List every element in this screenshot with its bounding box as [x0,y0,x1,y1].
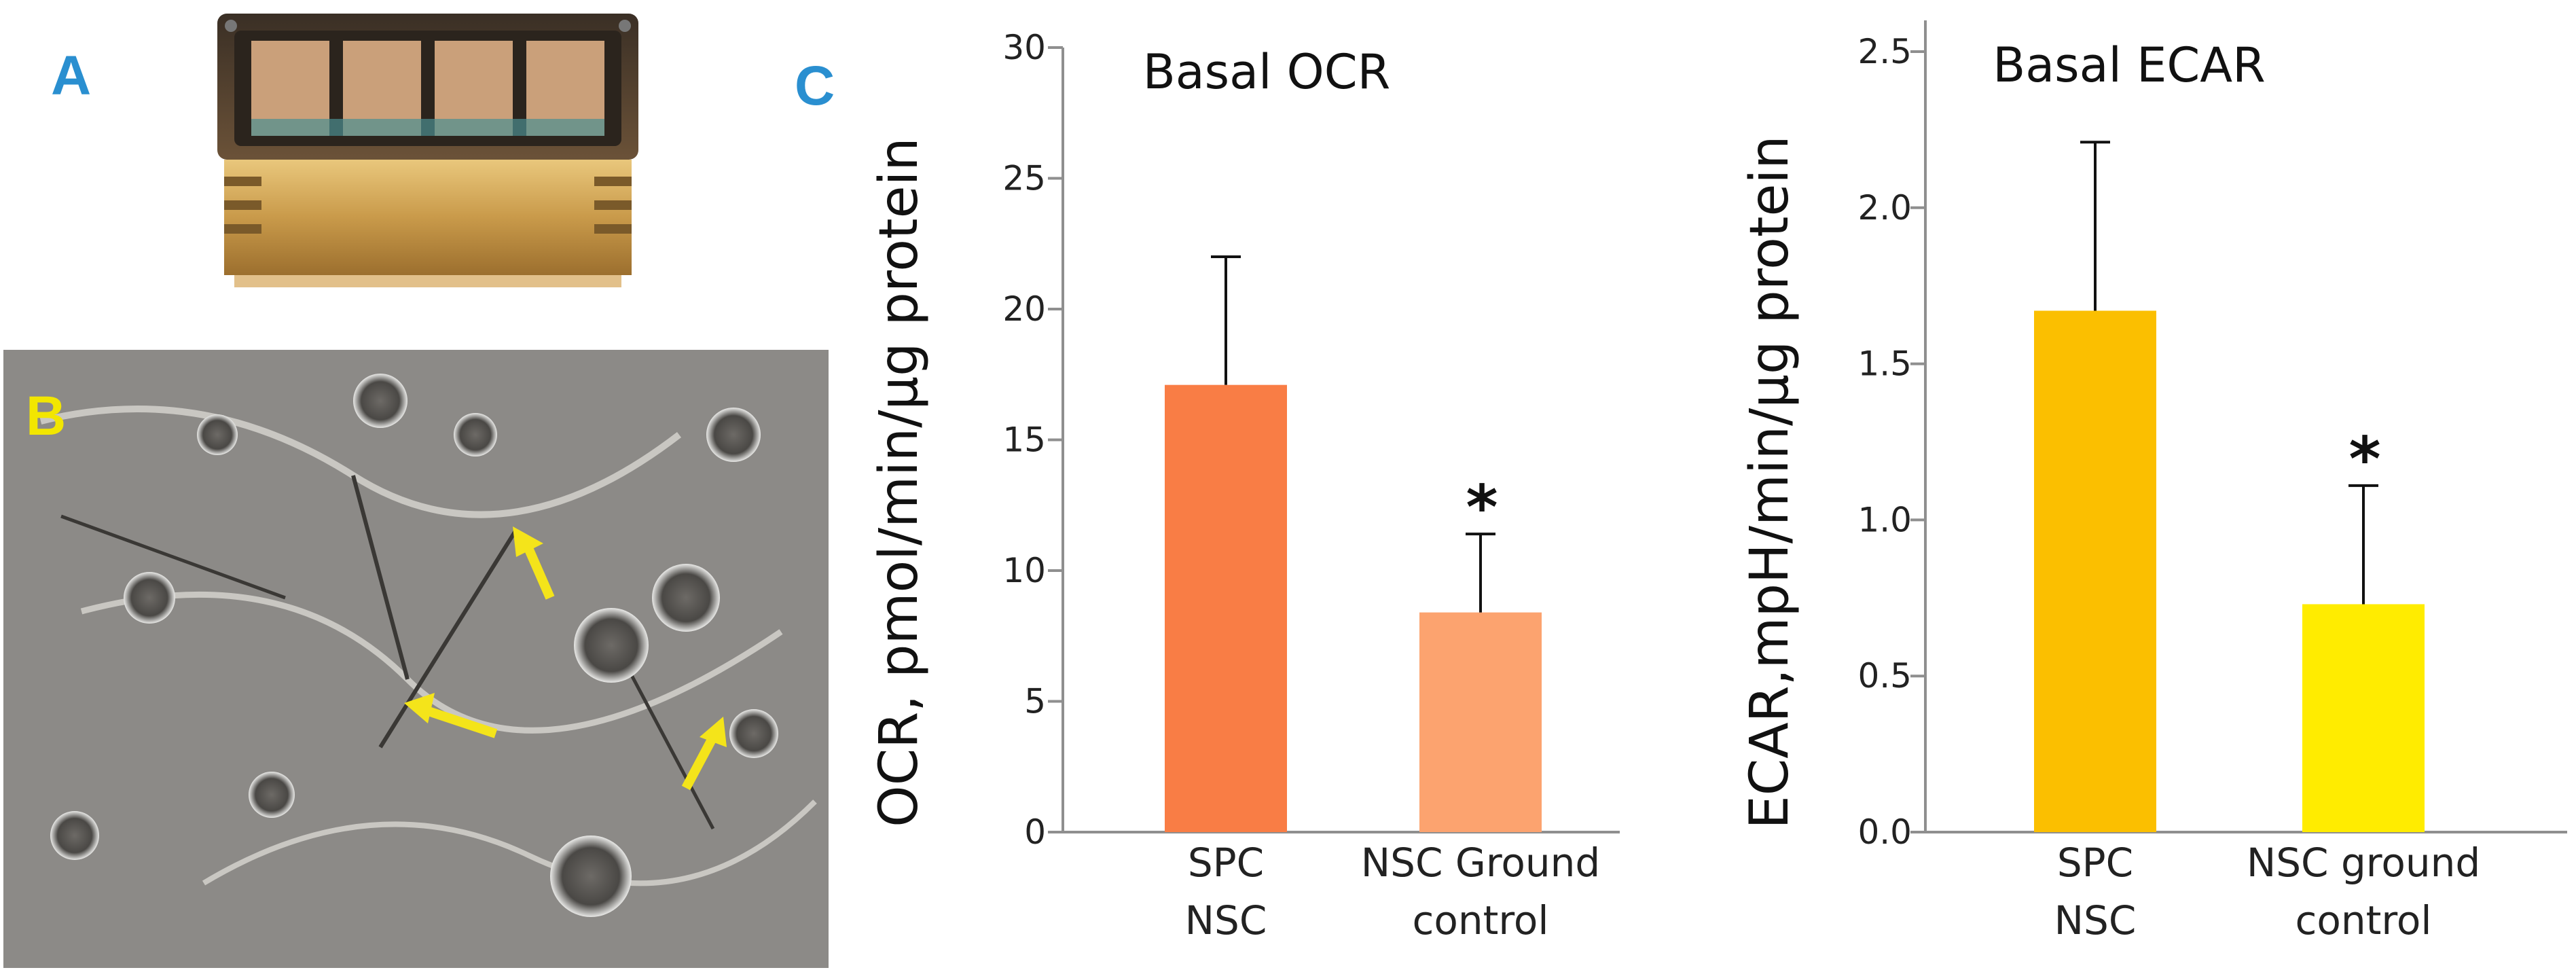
arrow-annotation-1 [513,526,555,600]
chart-ecar-ylabel: ECAR,mpH/min/µg protein [1739,135,1800,829]
chart-ecar-significance-1: * [2348,424,2380,495]
chart-ocr-ytick-label: 20 [1002,289,1046,329]
chart-ecar-category-label: SPC [2057,840,2133,886]
chart-ecar-category-label: control [2295,897,2431,944]
chart-ecar-title: Basal ECAR [1993,37,2266,93]
arrow-annotation-3 [681,717,727,791]
chart-ecar-bar-0 [2034,310,2156,832]
chart-ecar-ytick-label: 2.5 [1857,32,1912,71]
panel-label-a: A [51,45,92,107]
chart-ocr-bar-0 [1165,384,1287,832]
panel-label-c: C [795,55,835,117]
chart-ocr-ytick-label: 15 [1002,420,1046,460]
chart-ocr-category-label: SPC [1188,840,1264,886]
chart-ecar-category-label: NSC [2054,897,2137,944]
chart-ocr-category-label: control [1412,897,1548,944]
chart-ocr-category-label: NSC Ground [1361,840,1600,886]
chart-basal-ocr: OCR, pmol/min/µg protein Basal OCR 0 5 10 1… [869,28,1620,944]
phase-contrast-neural-cells-image: B [3,350,829,968]
chart-basal-ecar: ECAR,mpH/min/µg protein Basal ECAR 0.0 0.… [1739,20,2567,944]
chart-ocr-ytick-label: 10 [1002,551,1046,590]
chart-ocr-significance-1: * [1466,472,1498,543]
arrow-annotation-2 [404,693,498,738]
chart-ecar-ytick-label: 0.5 [1857,656,1912,696]
chart-ecar-ytick-label: 0.0 [1857,812,1912,852]
chart-ocr-title: Basal OCR [1143,44,1391,100]
chart-ocr-ytick-label: 30 [1002,28,1046,67]
chart-ocr-bar-1 [1419,612,1542,832]
chart-ocr-ytick-label: 5 [1024,682,1046,721]
cell-culture-cassette-icon [217,14,638,287]
chart-ocr-ylabel: OCR, pmol/min/µg protein [869,137,930,827]
chart-ecar-ytick-label: 2.0 [1857,188,1912,228]
chart-ecar-category-label: NSC ground [2247,840,2480,886]
chart-ecar-ytick-label: 1.0 [1857,500,1912,539]
chart-ocr-category-label: NSC [1185,897,1267,944]
panel-label-b: B [26,385,66,447]
chart-ocr-ytick-label: 0 [1024,812,1046,852]
chart-ocr-ytick-label: 25 [1002,159,1046,198]
chart-ecar-bar-1 [2302,604,2425,832]
chart-ecar-ytick-label: 1.5 [1857,344,1912,384]
